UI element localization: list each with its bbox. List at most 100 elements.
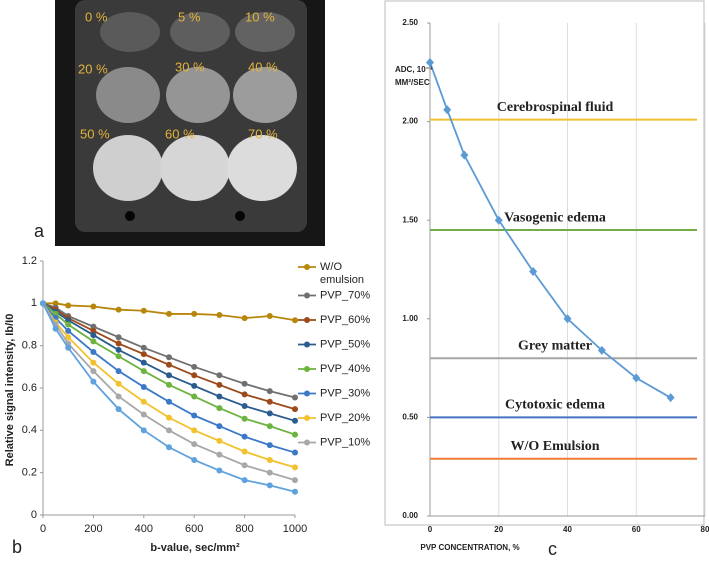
x-tick-label: 400 xyxy=(135,523,153,535)
point xyxy=(241,433,248,440)
point xyxy=(65,344,72,351)
y-tick-label: 1.00 xyxy=(402,314,418,323)
point xyxy=(292,417,298,424)
point xyxy=(216,467,223,474)
point xyxy=(115,346,122,353)
point xyxy=(443,105,452,115)
legend-label: PVP_50% xyxy=(320,338,370,350)
y-tick-label: 1.2 xyxy=(22,255,37,267)
point xyxy=(140,359,147,366)
point xyxy=(666,393,675,403)
point xyxy=(140,307,147,314)
y-axis-title: Relative signal intensity, Ib/I0 xyxy=(4,314,16,467)
y-tick-label: 0.50 xyxy=(402,413,418,422)
y-tick-label: 0.6 xyxy=(22,382,37,394)
point xyxy=(460,150,469,160)
x-axis-title: b-value, sec/mm² xyxy=(150,542,240,554)
point xyxy=(140,427,147,434)
point xyxy=(90,327,97,334)
x-tick-label: 600 xyxy=(185,523,203,535)
point xyxy=(140,351,147,358)
point xyxy=(90,359,97,366)
legend-label: PVP_60% xyxy=(320,314,370,326)
point xyxy=(65,302,72,309)
y-tick-label: 1.50 xyxy=(402,215,418,224)
point xyxy=(266,398,273,405)
point xyxy=(52,325,59,332)
well-label: 60 % xyxy=(165,126,195,141)
point xyxy=(191,363,198,370)
point xyxy=(241,415,248,422)
point xyxy=(216,311,223,318)
y-tick-label: 2.00 xyxy=(402,117,418,126)
point xyxy=(292,317,298,324)
point xyxy=(166,361,172,368)
legend-marker xyxy=(304,264,310,270)
point xyxy=(266,456,273,463)
point xyxy=(140,368,147,375)
y-tick-label: 0.00 xyxy=(402,511,418,520)
point xyxy=(216,423,223,430)
x-tick-label: 40 xyxy=(563,525,572,534)
legend-marker xyxy=(304,390,310,397)
point xyxy=(292,464,298,471)
point xyxy=(115,353,122,360)
x-tick-label: 0 xyxy=(40,523,46,535)
point xyxy=(266,410,273,417)
legend-marker xyxy=(304,439,310,446)
point xyxy=(166,414,172,421)
point xyxy=(426,57,434,67)
point xyxy=(241,448,248,455)
point xyxy=(115,406,122,413)
well-label: 40 % xyxy=(248,59,278,74)
panel-label: c xyxy=(548,539,557,559)
x-tick-label: 800 xyxy=(235,523,253,535)
point xyxy=(241,391,248,398)
legend-label: PVP_30% xyxy=(320,387,370,399)
y-tick-label: 0.2 xyxy=(22,467,37,479)
point xyxy=(266,313,273,320)
point xyxy=(90,368,97,375)
legend-label: W/O emulsion xyxy=(320,261,364,286)
legend-label: PVP_70% xyxy=(320,289,370,301)
legend-label: PVP_20% xyxy=(320,412,370,424)
point xyxy=(90,378,97,385)
well-label: 30 % xyxy=(175,59,205,74)
point xyxy=(65,334,72,341)
point xyxy=(90,338,97,345)
y-tick-label: 1 xyxy=(31,297,37,309)
point xyxy=(166,398,172,405)
legend-marker xyxy=(304,341,310,348)
x-tick-label: 60 xyxy=(632,525,641,534)
y-tick-label: 2.50 xyxy=(402,18,418,27)
point xyxy=(166,354,172,361)
point xyxy=(597,345,606,355)
point xyxy=(115,393,122,400)
series-line xyxy=(42,302,296,493)
point xyxy=(90,349,97,356)
point xyxy=(166,381,172,388)
y-tick-label: 0.8 xyxy=(22,340,37,352)
y-axis-title: MM²/SEC xyxy=(395,78,430,87)
point xyxy=(90,323,97,330)
point xyxy=(266,469,273,476)
point xyxy=(494,215,503,225)
well-label: 0 % xyxy=(85,9,108,24)
point xyxy=(216,451,223,458)
well-label: 50 % xyxy=(80,126,110,141)
x-tick-label: 1000 xyxy=(283,523,307,535)
point xyxy=(292,449,298,456)
wells xyxy=(93,12,297,221)
point xyxy=(266,388,273,395)
x-tick-label: 80 xyxy=(701,525,709,534)
point xyxy=(563,314,572,324)
point xyxy=(90,332,97,339)
panel-label: b xyxy=(12,537,22,557)
point xyxy=(191,441,198,448)
legend-label: PVP_40% xyxy=(320,363,370,375)
reference-label: Cerebrospinal fluid xyxy=(497,100,614,115)
point xyxy=(65,317,72,324)
point xyxy=(140,383,147,390)
point xyxy=(52,300,59,307)
